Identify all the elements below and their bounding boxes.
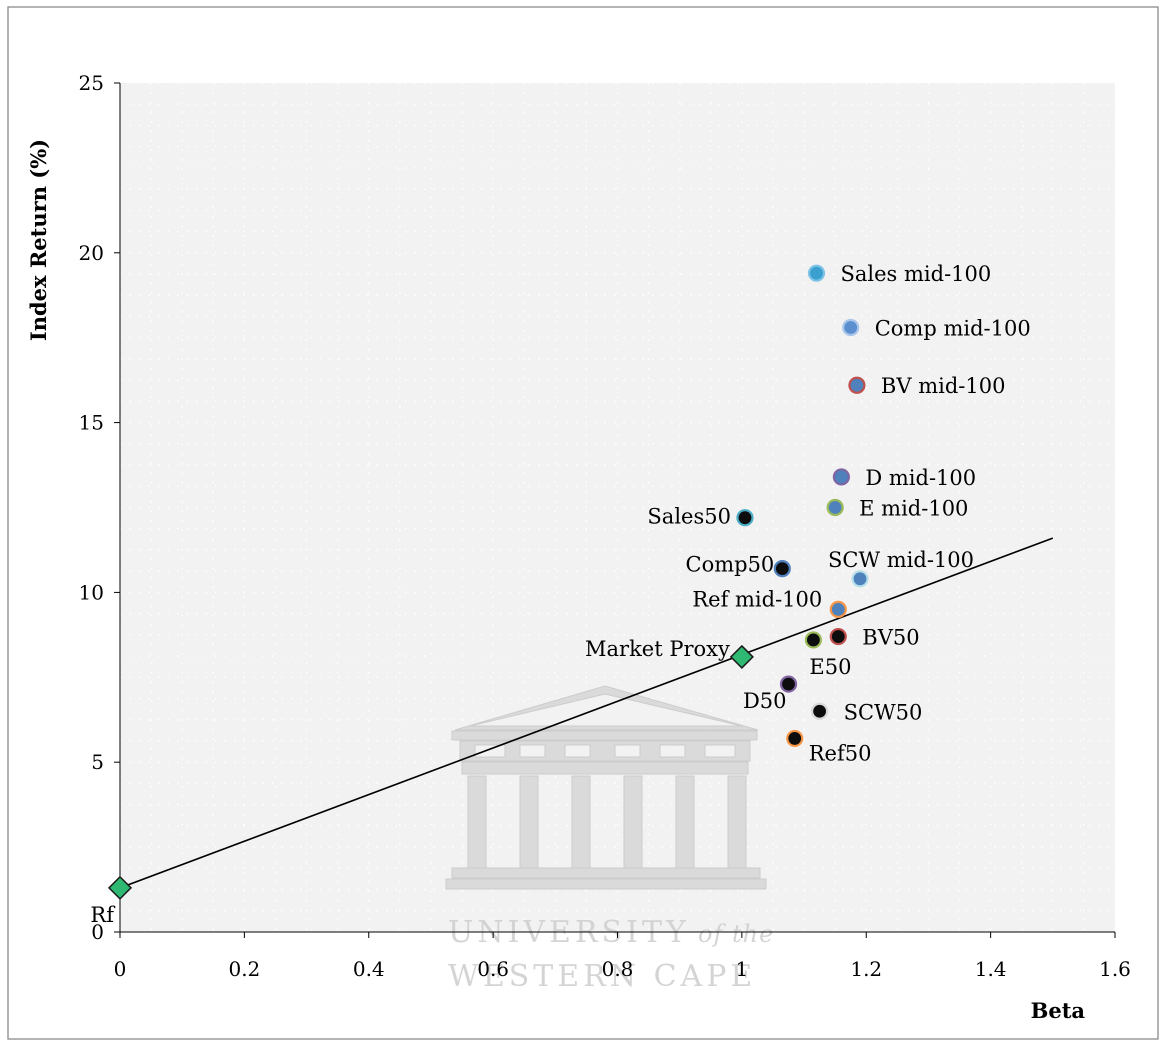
data-point-diamond bbox=[107, 875, 133, 900]
x-tick-label: 1.2 bbox=[850, 957, 882, 981]
data-point bbox=[848, 376, 866, 394]
axes bbox=[114, 82, 1116, 938]
data-point bbox=[779, 675, 798, 693]
x-tick-label: 0.6 bbox=[477, 957, 509, 981]
y-tick-label: 20 bbox=[79, 241, 104, 265]
plot-area bbox=[120, 83, 1115, 932]
watermark-suffix: of the bbox=[698, 920, 774, 948]
y-tick-label: 0 bbox=[91, 920, 104, 944]
y-tick-label: 25 bbox=[79, 71, 104, 95]
security-market-line bbox=[119, 537, 1054, 889]
data-point bbox=[842, 318, 860, 337]
x-axis-title: Beta bbox=[1031, 998, 1086, 1023]
watermark-line2: WESTERN CAPE bbox=[448, 959, 756, 994]
point-label: Ref50 bbox=[809, 741, 872, 765]
point-label: SCW mid-100 bbox=[828, 548, 974, 572]
point-label: Sales50 bbox=[647, 505, 731, 529]
point-label: D mid-100 bbox=[865, 466, 976, 490]
data-point bbox=[851, 570, 869, 588]
point-label: E50 bbox=[809, 655, 851, 679]
data-point bbox=[826, 498, 844, 517]
x-tick-label: 0.8 bbox=[602, 957, 634, 981]
point-label: Comp mid-100 bbox=[875, 317, 1031, 341]
data-point bbox=[807, 264, 826, 282]
university-watermark: UNIVERSITY of the WESTERN CAPE bbox=[445, 685, 774, 994]
point-label: Ref mid-100 bbox=[692, 587, 822, 611]
x-tick-label: 1 bbox=[736, 957, 749, 981]
data-point-diamond bbox=[729, 644, 754, 669]
point-label: D50 bbox=[743, 689, 787, 713]
y-tick-label: 5 bbox=[91, 750, 104, 774]
y-tick-label: 10 bbox=[79, 580, 104, 604]
data-point bbox=[736, 509, 754, 527]
data-point bbox=[773, 560, 791, 578]
x-tick-label: 1.6 bbox=[1099, 957, 1131, 981]
point-label: BV50 bbox=[862, 626, 919, 650]
x-tick-label: 0.4 bbox=[353, 957, 385, 981]
x-tick-label: 0 bbox=[114, 957, 127, 981]
data-point bbox=[829, 600, 847, 618]
point-label: SCW50 bbox=[844, 700, 923, 724]
point-labels: Rf Market Proxy Sales mid-100 Comp mid-100 B… bbox=[90, 262, 1030, 927]
point-label: BV mid-100 bbox=[881, 374, 1006, 398]
x-tick-label: 0.2 bbox=[228, 957, 260, 981]
point-label: Market Proxy bbox=[585, 637, 730, 661]
building-logo-icon bbox=[445, 685, 767, 890]
x-tick-label: 1.4 bbox=[975, 957, 1007, 981]
data-point bbox=[786, 729, 804, 748]
data-point bbox=[832, 468, 850, 486]
data-point bbox=[804, 631, 822, 649]
y-tick-label: 15 bbox=[79, 411, 104, 435]
tick-labels: 0 0.2 0.4 0.6 0.8 1 1.2 1.4 1.6 0 5 10 15 20 25 bbox=[79, 71, 1131, 981]
data-points bbox=[107, 264, 869, 900]
point-label: Comp50 bbox=[686, 553, 775, 577]
data-point bbox=[829, 627, 847, 646]
fit-line bbox=[119, 537, 1054, 889]
point-label: Sales mid-100 bbox=[841, 262, 992, 286]
y-axis-title: Index Return (%) bbox=[26, 139, 51, 341]
data-point bbox=[811, 702, 829, 720]
point-label: E mid-100 bbox=[859, 497, 968, 521]
point-label: Rf bbox=[90, 903, 116, 927]
